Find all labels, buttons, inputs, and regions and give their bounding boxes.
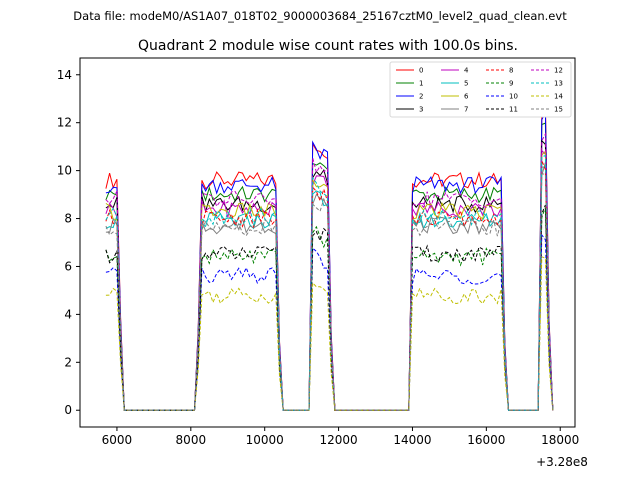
x-tick-label: 10000 — [246, 433, 284, 447]
x-tick-label: 14000 — [393, 433, 431, 447]
series-line-15 — [105, 173, 554, 411]
series-line-13 — [105, 154, 554, 411]
y-tick-label: 2 — [64, 355, 72, 369]
y-tick-label: 14 — [57, 68, 72, 82]
chart-title: Quadrant 2 module wise count rates with … — [138, 38, 518, 54]
y-tick-label: 6 — [64, 259, 72, 273]
y-tick-label: 4 — [64, 307, 72, 321]
legend-label-7: 7 — [464, 106, 468, 114]
y-tick-label: 0 — [64, 403, 72, 417]
legend-label-9: 9 — [509, 80, 513, 88]
series-line-14 — [105, 256, 554, 411]
x-tick-label: 8000 — [176, 433, 207, 447]
plot-area-frame — [79, 57, 576, 428]
legend-label-0: 0 — [419, 67, 423, 75]
x-tick-label: 16000 — [467, 433, 505, 447]
x-tick-label: 12000 — [319, 433, 357, 447]
legend-label-14: 14 — [554, 93, 563, 101]
legend-label-6: 6 — [464, 93, 469, 101]
legend-label-8: 8 — [509, 67, 513, 75]
legend-label-13: 13 — [554, 80, 563, 88]
legend-label-10: 10 — [509, 93, 518, 101]
figure-suptitle: Data file: modeM0/AS1A07_018T02_90000036… — [73, 9, 567, 23]
x-tick-label: 6000 — [102, 433, 133, 447]
legend-label-11: 11 — [509, 106, 518, 114]
legend-label-15: 15 — [554, 106, 563, 114]
x-tick-label: 18000 — [541, 433, 579, 447]
legend-label-4: 4 — [464, 67, 469, 75]
legend-label-12: 12 — [554, 67, 563, 75]
y-tick-label: 8 — [64, 212, 72, 226]
legend-label-3: 3 — [419, 106, 423, 114]
legend-label-2: 2 — [419, 93, 423, 101]
axes-layer: 6000 8000 10000 12000 14000 16000 180000246810… — [57, 68, 588, 469]
y-tick-label: 10 — [57, 164, 72, 178]
x-axis-offset-label: +3.28e8 — [536, 455, 588, 469]
series-layer — [105, 102, 554, 411]
y-tick-label: 12 — [57, 116, 72, 130]
legend-label-5: 5 — [464, 80, 468, 88]
legend-label-1: 1 — [419, 80, 423, 88]
legend-box — [389, 61, 572, 118]
